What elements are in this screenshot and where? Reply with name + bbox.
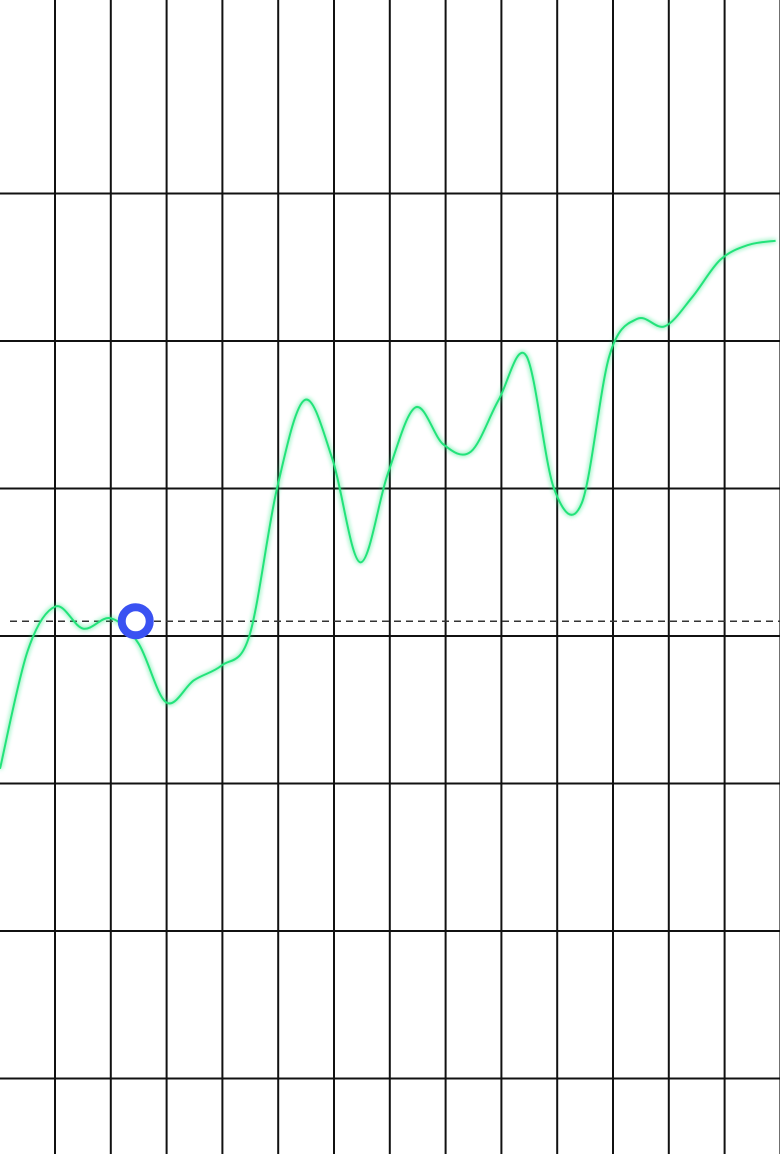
marker-group — [117, 603, 154, 640]
series-line — [0, 239, 776, 770]
series-group — [0, 239, 776, 770]
data-point-marker — [117, 603, 154, 640]
